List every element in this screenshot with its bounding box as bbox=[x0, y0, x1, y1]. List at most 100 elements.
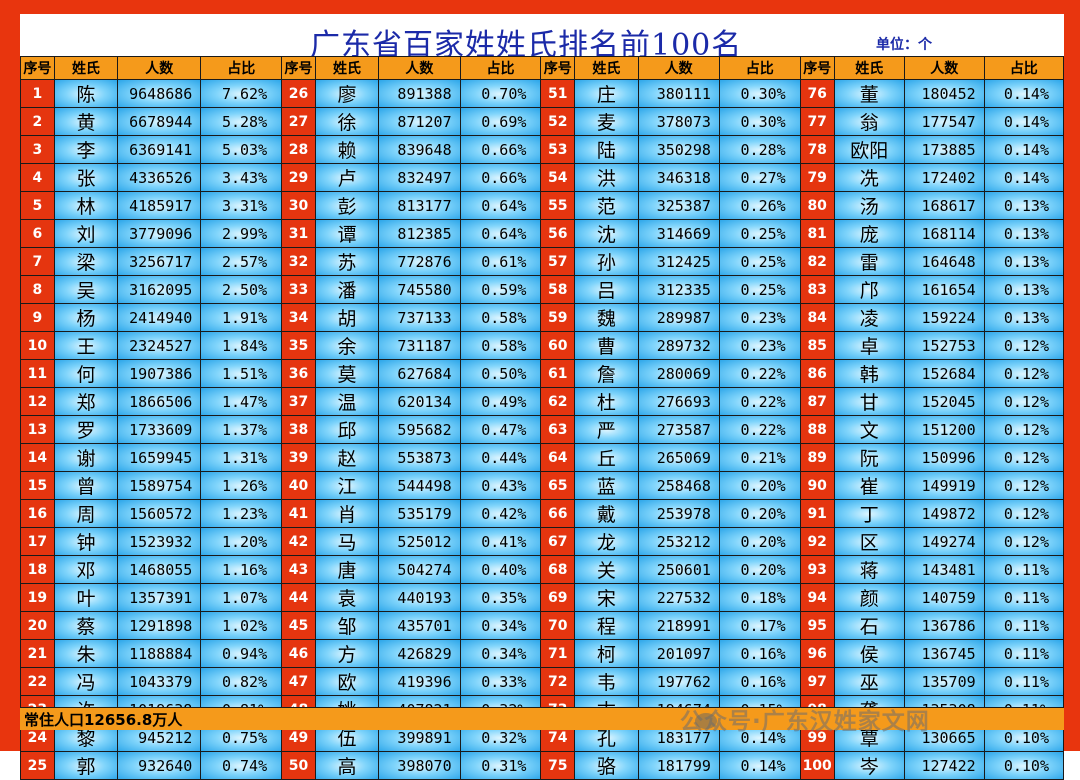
rank-cell: 9 bbox=[20, 303, 55, 332]
rank-cell: 46 bbox=[281, 639, 316, 668]
surname-cell: 魏 bbox=[574, 303, 639, 332]
count-cell: 289732 bbox=[637, 331, 720, 360]
ratio-cell: 0.21% bbox=[718, 443, 801, 472]
count-cell: 380111 bbox=[637, 79, 720, 108]
ratio-cell: 0.20% bbox=[718, 471, 801, 500]
ratio-cell: 0.31% bbox=[459, 751, 542, 780]
rank-cell: 57 bbox=[540, 247, 576, 276]
rank-cell: 96 bbox=[799, 639, 835, 668]
count-cell: 3162095 bbox=[117, 275, 202, 304]
rank-cell: 68 bbox=[540, 555, 576, 584]
column-header: 人数 bbox=[117, 56, 202, 80]
rank-cell: 59 bbox=[540, 303, 576, 332]
count-cell: 151200 bbox=[903, 415, 985, 444]
ratio-cell: 0.12% bbox=[983, 471, 1065, 500]
ratio-cell: 1.07% bbox=[200, 583, 283, 612]
surname-cell: 张 bbox=[53, 163, 119, 192]
table-row: 15 曾 1589754 1.26% 40 江 544498 0.43% 65 蓝 258468 0.… bbox=[20, 471, 1065, 500]
rank-cell: 26 bbox=[281, 79, 316, 108]
surname-cell: 冼 bbox=[833, 163, 905, 192]
surname-cell: 孙 bbox=[574, 247, 639, 276]
surname-cell: 何 bbox=[53, 359, 119, 388]
surname-cell: 戴 bbox=[574, 499, 639, 528]
wechat-icon bbox=[695, 713, 717, 729]
surname-cell: 苏 bbox=[314, 247, 380, 276]
ratio-cell: 0.74% bbox=[200, 751, 283, 780]
ratio-cell: 0.59% bbox=[459, 275, 542, 304]
count-cell: 218991 bbox=[637, 611, 720, 640]
count-cell: 398070 bbox=[378, 751, 461, 780]
count-cell: 871207 bbox=[378, 107, 461, 136]
count-cell: 172402 bbox=[903, 163, 985, 192]
ratio-cell: 0.12% bbox=[983, 499, 1065, 528]
rank-cell: 4 bbox=[20, 163, 55, 192]
count-cell: 152684 bbox=[903, 359, 985, 388]
surname-cell: 蒋 bbox=[833, 555, 905, 584]
rank-cell: 21 bbox=[20, 639, 55, 668]
surname-cell: 洪 bbox=[574, 163, 639, 192]
table-row: 16 周 1560572 1.23% 41 肖 535179 0.42% 66 戴 253978 0.… bbox=[20, 499, 1065, 528]
ratio-cell: 1.16% bbox=[200, 555, 283, 584]
surname-cell: 范 bbox=[574, 191, 639, 220]
column-header: 人数 bbox=[378, 56, 461, 80]
rank-cell: 19 bbox=[20, 583, 55, 612]
ratio-cell: 0.34% bbox=[459, 639, 542, 668]
rank-cell: 22 bbox=[20, 667, 55, 696]
rank-cell: 56 bbox=[540, 219, 576, 248]
footer-bar: 常住人口12656.8万人 bbox=[20, 707, 1064, 730]
ratio-cell: 0.11% bbox=[983, 583, 1065, 612]
count-cell: 312335 bbox=[637, 275, 720, 304]
count-cell: 1523932 bbox=[117, 527, 202, 556]
rank-cell: 3 bbox=[20, 135, 55, 164]
ratio-cell: 0.25% bbox=[718, 275, 801, 304]
surname-cell: 杨 bbox=[53, 303, 119, 332]
rank-cell: 43 bbox=[281, 555, 316, 584]
surname-cell: 韦 bbox=[574, 667, 639, 696]
rank-cell: 66 bbox=[540, 499, 576, 528]
rank-cell: 11 bbox=[20, 359, 55, 388]
surname-cell: 柯 bbox=[574, 639, 639, 668]
surname-cell: 冯 bbox=[53, 667, 119, 696]
rank-cell: 51 bbox=[540, 79, 576, 108]
count-cell: 2414940 bbox=[117, 303, 202, 332]
surname-cell: 侯 bbox=[833, 639, 905, 668]
rank-cell: 70 bbox=[540, 611, 576, 640]
surname-cell: 蓝 bbox=[574, 471, 639, 500]
rank-cell: 93 bbox=[799, 555, 835, 584]
rank-cell: 25 bbox=[20, 751, 55, 780]
count-cell: 265069 bbox=[637, 443, 720, 472]
rank-cell: 15 bbox=[20, 471, 55, 500]
ratio-cell: 0.13% bbox=[983, 275, 1065, 304]
rank-cell: 45 bbox=[281, 611, 316, 640]
surname-cell: 卓 bbox=[833, 331, 905, 360]
rank-cell: 54 bbox=[540, 163, 576, 192]
surname-cell: 邝 bbox=[833, 275, 905, 304]
column-header: 序号 bbox=[20, 56, 55, 80]
column-header: 姓氏 bbox=[574, 56, 639, 80]
surname-cell: 马 bbox=[314, 527, 380, 556]
ratio-cell: 2.50% bbox=[200, 275, 283, 304]
rank-cell: 27 bbox=[281, 107, 316, 136]
ratio-cell: 0.13% bbox=[983, 247, 1065, 276]
count-cell: 253978 bbox=[637, 499, 720, 528]
count-cell: 150996 bbox=[903, 443, 985, 472]
rank-cell: 100 bbox=[799, 751, 835, 780]
header-row: 序号 姓氏 人数 占比 序号 姓氏 人数 占比 序号 姓氏 人数 占比 序号 姓氏 人数 占比 bbox=[20, 56, 1065, 80]
surname-cell: 文 bbox=[833, 415, 905, 444]
count-cell: 1043379 bbox=[117, 667, 202, 696]
surname-cell: 谭 bbox=[314, 219, 380, 248]
surname-cell: 余 bbox=[314, 331, 380, 360]
surname-cell: 邹 bbox=[314, 611, 380, 640]
ratio-cell: 1.20% bbox=[200, 527, 283, 556]
count-cell: 1291898 bbox=[117, 611, 202, 640]
watermark: 公众号·广东汉姓家文网 bbox=[680, 709, 930, 735]
surname-cell: 关 bbox=[574, 555, 639, 584]
surname-cell: 颜 bbox=[833, 583, 905, 612]
count-cell: 250601 bbox=[637, 555, 720, 584]
rank-cell: 89 bbox=[799, 443, 835, 472]
surname-cell: 朱 bbox=[53, 639, 119, 668]
ratio-cell: 0.33% bbox=[459, 667, 542, 696]
rank-cell: 81 bbox=[799, 219, 835, 248]
rank-cell: 33 bbox=[281, 275, 316, 304]
rank-cell: 8 bbox=[20, 275, 55, 304]
